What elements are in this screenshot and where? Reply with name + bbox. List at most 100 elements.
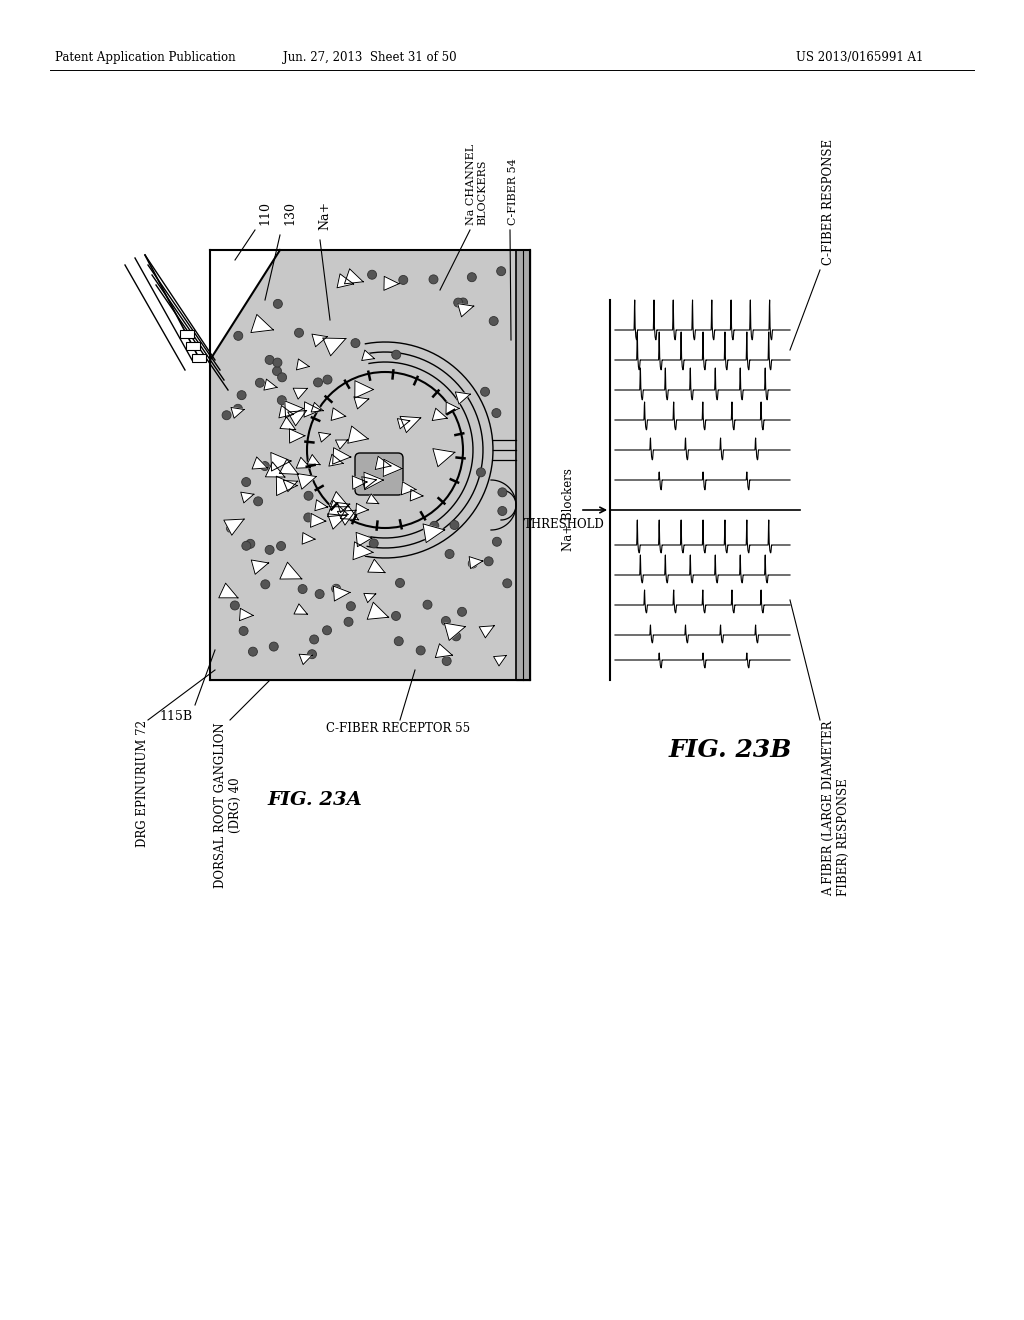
- Text: C-FIBER 54: C-FIBER 54: [508, 158, 518, 224]
- Circle shape: [492, 409, 501, 417]
- Circle shape: [269, 642, 279, 651]
- Polygon shape: [354, 380, 374, 399]
- FancyBboxPatch shape: [355, 453, 403, 495]
- Circle shape: [265, 355, 274, 364]
- Circle shape: [273, 300, 283, 309]
- Polygon shape: [353, 541, 373, 560]
- Text: Patent Application Publication: Patent Application Publication: [55, 51, 236, 65]
- Circle shape: [304, 491, 313, 500]
- Bar: [193, 354, 206, 362]
- Polygon shape: [336, 440, 347, 449]
- Circle shape: [230, 601, 240, 610]
- Circle shape: [278, 396, 287, 405]
- Circle shape: [391, 611, 400, 620]
- Polygon shape: [296, 457, 310, 469]
- Circle shape: [416, 645, 425, 655]
- Polygon shape: [432, 408, 447, 421]
- Circle shape: [467, 273, 476, 281]
- Polygon shape: [276, 477, 297, 495]
- Polygon shape: [423, 524, 444, 543]
- Polygon shape: [314, 500, 328, 511]
- Text: DORSAL ROOT GANGLION
(DRG) 40: DORSAL ROOT GANGLION (DRG) 40: [214, 722, 242, 887]
- Polygon shape: [297, 474, 316, 490]
- Circle shape: [233, 331, 243, 341]
- Polygon shape: [375, 457, 391, 470]
- Polygon shape: [368, 560, 385, 573]
- Polygon shape: [299, 655, 312, 664]
- Polygon shape: [280, 562, 302, 579]
- Circle shape: [332, 585, 341, 593]
- Text: US 2013/0165991 A1: US 2013/0165991 A1: [797, 51, 924, 65]
- Polygon shape: [310, 513, 326, 527]
- Circle shape: [430, 521, 439, 531]
- Circle shape: [276, 541, 286, 550]
- Circle shape: [309, 635, 318, 644]
- Polygon shape: [361, 477, 376, 488]
- Polygon shape: [337, 273, 353, 288]
- Circle shape: [323, 375, 332, 384]
- Polygon shape: [340, 506, 358, 520]
- Polygon shape: [333, 447, 351, 465]
- Text: C-FIBER RECEPTOR 55: C-FIBER RECEPTOR 55: [326, 722, 470, 735]
- Polygon shape: [302, 532, 315, 544]
- Circle shape: [255, 379, 264, 387]
- Circle shape: [346, 602, 355, 611]
- Circle shape: [238, 391, 246, 400]
- Polygon shape: [312, 334, 328, 347]
- Circle shape: [442, 656, 452, 665]
- Circle shape: [323, 626, 332, 635]
- Polygon shape: [280, 459, 298, 474]
- Circle shape: [498, 488, 507, 496]
- Text: THRESHOLD: THRESHOLD: [524, 517, 605, 531]
- Polygon shape: [337, 503, 349, 512]
- Polygon shape: [284, 480, 298, 492]
- Polygon shape: [210, 249, 530, 680]
- Circle shape: [445, 549, 454, 558]
- Circle shape: [246, 540, 255, 548]
- Polygon shape: [231, 408, 244, 418]
- Circle shape: [489, 317, 499, 326]
- Polygon shape: [367, 494, 379, 504]
- Polygon shape: [356, 532, 372, 546]
- Circle shape: [398, 276, 408, 284]
- Circle shape: [307, 372, 463, 528]
- Circle shape: [226, 524, 236, 532]
- Polygon shape: [337, 511, 356, 525]
- Text: 115B: 115B: [160, 710, 193, 723]
- Circle shape: [242, 478, 251, 487]
- Polygon shape: [279, 405, 294, 418]
- Polygon shape: [458, 304, 474, 317]
- Polygon shape: [456, 392, 470, 404]
- Bar: [186, 342, 200, 350]
- Polygon shape: [328, 513, 347, 529]
- Text: Jun. 27, 2013  Sheet 31 of 50: Jun. 27, 2013 Sheet 31 of 50: [284, 51, 457, 65]
- Polygon shape: [219, 583, 238, 598]
- Circle shape: [498, 507, 507, 516]
- Polygon shape: [296, 359, 309, 370]
- Polygon shape: [444, 623, 465, 640]
- Polygon shape: [224, 519, 244, 536]
- Text: C-FIBER RESPONSE: C-FIBER RESPONSE: [822, 139, 835, 265]
- Circle shape: [272, 367, 282, 376]
- Polygon shape: [241, 492, 254, 503]
- Text: FIG. 23B: FIG. 23B: [669, 738, 792, 762]
- Polygon shape: [411, 490, 423, 502]
- Polygon shape: [516, 249, 530, 680]
- Text: Na+ Blockers: Na+ Blockers: [562, 469, 575, 552]
- Circle shape: [394, 636, 403, 645]
- Text: Na+: Na+: [318, 201, 331, 230]
- Circle shape: [260, 462, 269, 470]
- Polygon shape: [285, 401, 303, 418]
- Polygon shape: [384, 276, 399, 290]
- Polygon shape: [323, 338, 346, 356]
- Circle shape: [240, 627, 248, 635]
- Polygon shape: [307, 454, 319, 465]
- Circle shape: [278, 372, 287, 381]
- Polygon shape: [304, 401, 321, 417]
- Polygon shape: [364, 473, 383, 490]
- Polygon shape: [479, 626, 495, 638]
- Polygon shape: [290, 429, 305, 444]
- Text: FIG. 23A: FIG. 23A: [267, 791, 362, 809]
- Polygon shape: [348, 426, 369, 444]
- Polygon shape: [311, 403, 324, 412]
